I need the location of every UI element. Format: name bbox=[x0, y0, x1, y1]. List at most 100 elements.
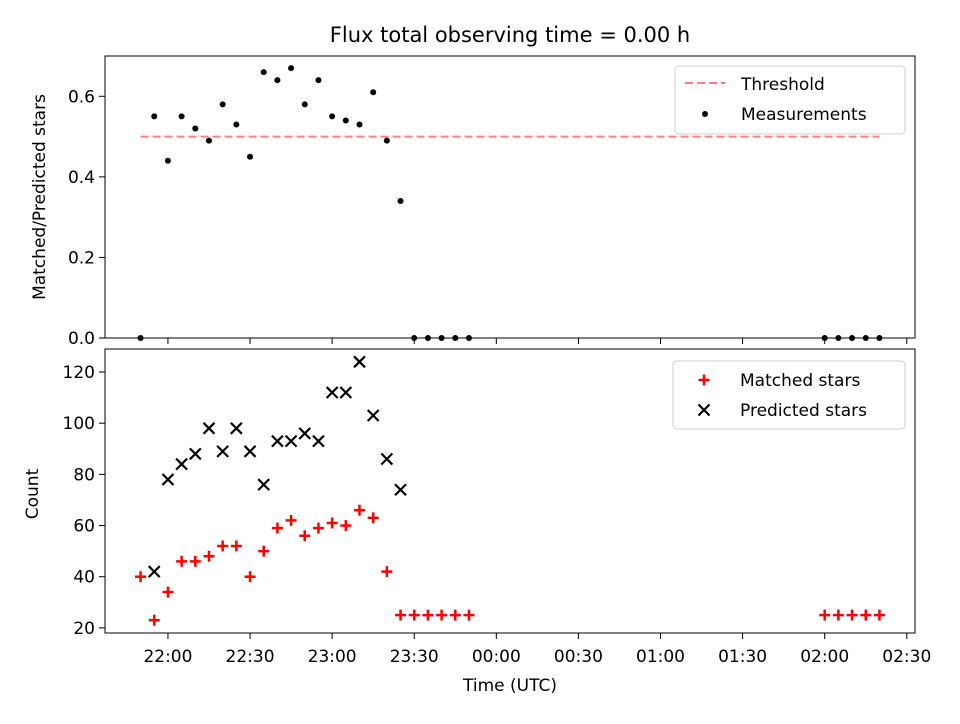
predicted-marker-b bbox=[147, 565, 161, 578]
bottom-x-ticks: 22:00 22:30 23:00 23:30 00:00 00:30 01:00 01:30… bbox=[143, 633, 931, 667]
matched-star-marker bbox=[819, 609, 831, 621]
top-x-ticks bbox=[167, 338, 908, 344]
predicted-star-marker bbox=[161, 473, 175, 486]
predicted-marker-b bbox=[380, 452, 394, 466]
matched-star-marker bbox=[135, 571, 147, 583]
predicted-star-marker bbox=[325, 386, 339, 399]
measurement-point bbox=[219, 101, 226, 108]
measurement-point bbox=[301, 101, 308, 108]
matched-star-marker bbox=[832, 609, 844, 621]
predicted-star-marker bbox=[353, 355, 366, 369]
bottom-y-tick-label: 100 bbox=[63, 414, 95, 434]
predicted-star-marker bbox=[216, 445, 229, 458]
matched-star-marker bbox=[873, 609, 885, 621]
top-panel: Flux total observing time = 0.00 h Match… bbox=[30, 23, 916, 349]
matched-star-marker bbox=[271, 522, 283, 534]
top-y-tick-label: 0.4 bbox=[68, 168, 95, 188]
matched-star-marker bbox=[367, 512, 379, 524]
matched-star-marker bbox=[326, 517, 338, 529]
measurement-point bbox=[151, 113, 158, 120]
measurement-point bbox=[247, 153, 254, 160]
predicted-star-marker bbox=[339, 386, 353, 399]
legend-predicted-label: Predicted stars bbox=[740, 401, 867, 421]
measurement-point bbox=[192, 125, 199, 132]
predicted-marker-b bbox=[312, 434, 325, 448]
chart-title: Flux total observing time = 0.00 h bbox=[330, 23, 690, 47]
matched-star-marker bbox=[381, 566, 393, 578]
matched-star-marker bbox=[846, 609, 858, 621]
top-plot-area bbox=[137, 65, 883, 341]
legend-measurements-label: Measurements bbox=[741, 105, 867, 125]
bottom-x-tick-label: 00:00 bbox=[472, 647, 521, 667]
matched-star-marker bbox=[203, 550, 215, 562]
predicted-star-marker bbox=[394, 483, 407, 496]
matched-star-marker bbox=[176, 555, 188, 567]
bottom-axes-frame bbox=[104, 348, 916, 634]
bottom-x-tick-label: 02:00 bbox=[800, 647, 849, 667]
matched-star-marker bbox=[189, 555, 201, 567]
predicted-marker-b bbox=[284, 434, 298, 448]
bottom-y-tick-label: 40 bbox=[73, 568, 95, 588]
predicted-marker-b bbox=[394, 483, 407, 496]
legend-matched-label: Matched stars bbox=[740, 371, 860, 391]
matched-star-marker bbox=[408, 609, 420, 621]
predicted-marker-b bbox=[175, 457, 188, 471]
bottom-x-tick-label: 23:00 bbox=[308, 647, 357, 667]
predicted-marker-b bbox=[216, 445, 229, 458]
predicted-star-marker bbox=[284, 434, 298, 448]
matched-star-marker bbox=[258, 545, 270, 557]
measurement-point bbox=[356, 121, 363, 128]
measurement-point bbox=[260, 69, 267, 76]
predicted-marker-b bbox=[325, 386, 339, 399]
predicted-star-marker bbox=[380, 452, 394, 466]
matched-star-marker bbox=[217, 540, 229, 552]
matched-star-marker bbox=[299, 530, 311, 542]
predicted-marker-b bbox=[243, 445, 257, 458]
predicted-star-marker bbox=[298, 427, 312, 440]
top-y-tick-label: 0.2 bbox=[68, 248, 95, 268]
legend-predicted-swatch-b bbox=[697, 403, 711, 417]
top-legend: Threshold Measurements bbox=[674, 65, 906, 135]
top-y-tick-label: 0.6 bbox=[68, 87, 95, 107]
matched-star-marker bbox=[860, 609, 872, 621]
matched-star-marker bbox=[463, 609, 475, 621]
bottom-x-tick-label: 01:00 bbox=[636, 647, 685, 667]
predicted-star-marker bbox=[147, 565, 161, 578]
measurement-point bbox=[178, 113, 185, 120]
bottom-y-tick-label: 120 bbox=[63, 363, 95, 383]
measurement-point bbox=[383, 137, 390, 144]
measurement-point bbox=[164, 157, 171, 164]
legend-threshold-label: Threshold bbox=[740, 75, 825, 95]
bottom-x-tick-label: 22:30 bbox=[226, 647, 275, 667]
measurement-point bbox=[370, 89, 377, 96]
predicted-marker-b bbox=[298, 427, 312, 440]
bottom-legend-box bbox=[672, 360, 906, 430]
predicted-star-marker bbox=[202, 422, 216, 435]
bottom-y-axis-label: Count bbox=[23, 468, 43, 519]
bottom-y-ticks: 20 40 60 80 100 120 bbox=[63, 363, 105, 639]
bottom-x-tick-label: 22:00 bbox=[143, 647, 192, 667]
measurement-point bbox=[315, 77, 322, 84]
predicted-star-marker bbox=[366, 409, 380, 422]
predicted-star-marker bbox=[189, 447, 202, 461]
matched-star-marker bbox=[230, 540, 242, 552]
predicted-star-marker bbox=[312, 434, 325, 448]
matched-star-marker bbox=[449, 609, 461, 621]
predicted-marker-b bbox=[271, 434, 284, 448]
matched-star-marker bbox=[285, 514, 297, 526]
matched-star-marker bbox=[340, 520, 352, 532]
bottom-plot-area bbox=[135, 355, 885, 626]
legend-measurements-swatch bbox=[702, 111, 708, 117]
predicted-marker-b bbox=[339, 386, 353, 399]
bottom-y-tick-label: 20 bbox=[73, 619, 95, 639]
predicted-star-marker bbox=[271, 434, 284, 448]
measurement-point bbox=[397, 198, 404, 205]
measurement-point bbox=[233, 121, 240, 128]
bottom-x-tick-label: 23:30 bbox=[390, 647, 439, 667]
top-legend-box bbox=[674, 65, 906, 135]
bottom-y-tick-label: 60 bbox=[73, 517, 95, 537]
top-y-ticks: 0.0 0.2 0.4 0.6 bbox=[68, 87, 105, 349]
matched-star-marker bbox=[244, 571, 256, 583]
